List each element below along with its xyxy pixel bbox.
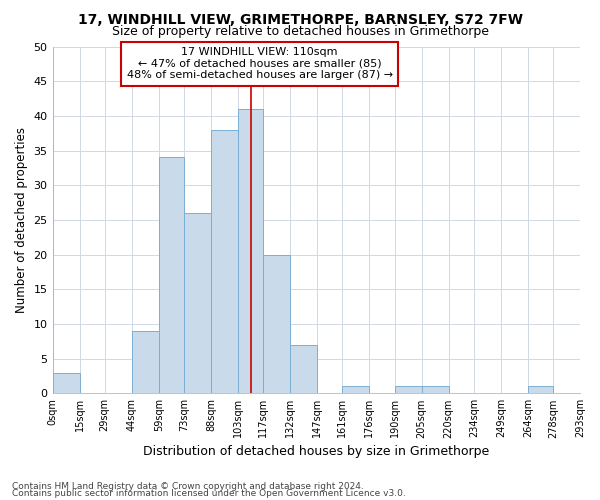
Y-axis label: Number of detached properties: Number of detached properties — [15, 127, 28, 313]
Bar — [159, 158, 184, 394]
Bar — [343, 386, 370, 394]
Bar — [422, 386, 449, 394]
Text: Contains HM Land Registry data © Crown copyright and database right 2024.: Contains HM Land Registry data © Crown c… — [12, 482, 364, 491]
Text: 17 WINDHILL VIEW: 110sqm
← 47% of detached houses are smaller (85)
48% of semi-d: 17 WINDHILL VIEW: 110sqm ← 47% of detach… — [127, 47, 392, 80]
Text: Contains public sector information licensed under the Open Government Licence v3: Contains public sector information licen… — [12, 489, 406, 498]
Bar — [290, 345, 317, 394]
Bar — [263, 254, 290, 394]
Text: Size of property relative to detached houses in Grimethorpe: Size of property relative to detached ho… — [112, 25, 488, 38]
Text: 17, WINDHILL VIEW, GRIMETHORPE, BARNSLEY, S72 7FW: 17, WINDHILL VIEW, GRIMETHORPE, BARNSLEY… — [77, 12, 523, 26]
Bar — [132, 331, 159, 394]
Bar — [238, 109, 263, 394]
X-axis label: Distribution of detached houses by size in Grimethorpe: Distribution of detached houses by size … — [143, 444, 490, 458]
Bar — [184, 213, 211, 394]
Bar — [528, 386, 553, 394]
Bar — [211, 130, 238, 394]
Bar — [395, 386, 422, 394]
Bar — [53, 372, 80, 394]
